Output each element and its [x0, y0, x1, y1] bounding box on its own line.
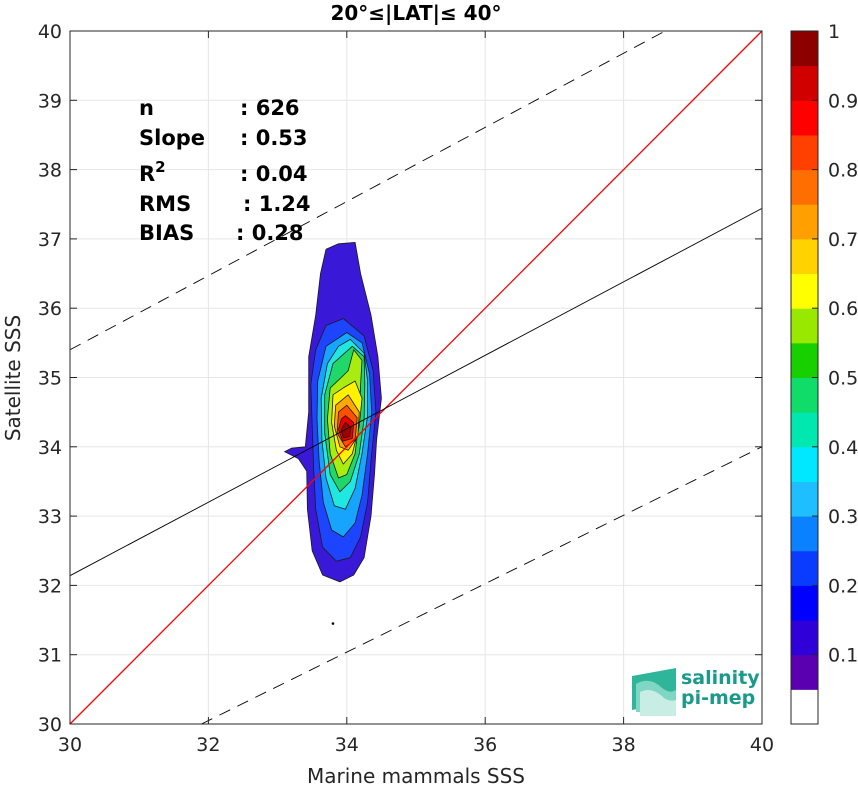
colorbar-tick-label: 0.3 — [828, 506, 858, 528]
x-axis-ticks: 30 32 34 36 38 40 — [58, 31, 774, 756]
y-tick-label: 39 — [38, 90, 62, 112]
y-tick-label: 30 — [38, 714, 62, 736]
density-contours — [284, 242, 382, 625]
colorbar-tick-label: 0.9 — [828, 90, 858, 112]
stat-value: : 0.28 — [236, 221, 304, 245]
stat-label: BIAS — [139, 221, 194, 245]
colorbar-tick-label: 0.1 — [828, 645, 858, 667]
x-axis-label: Marine mammals SSS — [307, 764, 525, 786]
identity-line — [69, 30, 763, 725]
colorbar-segment — [791, 308, 818, 344]
reference-lines — [69, 30, 763, 725]
colorbar-segment — [791, 481, 818, 517]
colorbar-segment — [791, 65, 818, 101]
logo-line1: salinity — [681, 667, 760, 689]
colorbar-segment — [791, 273, 818, 309]
y-tick-label: 38 — [38, 160, 62, 182]
y-axis-label: Satellite SSS — [1, 315, 25, 441]
y-axis-ticks: 30 31 32 33 34 35 36 37 38 39 40 — [38, 21, 762, 736]
stat-superscript: 2 — [155, 158, 165, 176]
colorbar-segment — [791, 516, 818, 552]
stat-label: Slope — [139, 126, 205, 150]
colorbar-tick-label: 0.8 — [828, 160, 858, 182]
colorbar-tick-label: 1 — [828, 21, 840, 43]
chart-title: 20°≤|LAT|≤ 40° — [330, 1, 501, 25]
colorbar-tick-label: 0.4 — [828, 437, 858, 459]
colorbar-segment — [791, 654, 818, 690]
x-tick-label: 40 — [750, 734, 774, 756]
upper-dashed-line — [69, 30, 666, 351]
y-tick-label: 31 — [38, 645, 62, 667]
colorbar-segment — [791, 585, 818, 621]
colorbar-segment — [791, 31, 818, 67]
colorbar-tick-label: 0.6 — [828, 298, 858, 320]
y-tick-label: 40 — [38, 21, 62, 43]
colorbar-segment — [791, 100, 818, 136]
colorbar-segment — [791, 169, 818, 205]
y-tick-label: 35 — [38, 368, 62, 390]
x-tick-label: 34 — [335, 734, 359, 756]
x-tick-label: 32 — [196, 734, 220, 756]
colorbar: 0.1 0.2 0.3 0.4 0.5 0.6 0.7 0.8 0.9 1 — [790, 21, 858, 725]
outlier-point — [331, 622, 335, 625]
x-tick-label: 30 — [58, 734, 82, 756]
colorbar-segment — [791, 620, 818, 656]
y-tick-label: 33 — [38, 506, 62, 528]
logo-line2: pi-mep — [681, 687, 755, 709]
colorbar-segment — [791, 377, 818, 413]
y-tick-label: 32 — [38, 575, 62, 597]
lower-dashed-line — [201, 446, 763, 725]
stat-value: : 626 — [240, 96, 300, 120]
stat-label: n — [139, 96, 154, 120]
logo-icon — [632, 668, 676, 716]
stat-value: : 0.04 — [240, 162, 308, 186]
y-tick-label: 36 — [38, 298, 62, 320]
x-tick-label: 38 — [612, 734, 636, 756]
colorbar-segment — [791, 412, 818, 448]
stat-value: : 1.24 — [243, 192, 311, 216]
colorbar-tick-label: 0.5 — [828, 368, 858, 390]
salinity-pi-mep-logo: salinity pi-mep — [632, 667, 760, 716]
grid — [69, 30, 763, 725]
colorbar-segment — [791, 204, 818, 240]
colorbar-segment — [791, 689, 818, 725]
y-tick-label: 37 — [38, 229, 62, 251]
colorbar-tick-label: 0.7 — [828, 229, 858, 251]
colorbar-tick-label: 0.2 — [828, 575, 858, 597]
y-tick-label: 34 — [38, 437, 62, 459]
x-tick-label: 36 — [473, 734, 497, 756]
colorbar-segment — [791, 342, 818, 378]
colorbar-segment — [791, 550, 818, 586]
stat-value: : 0.53 — [240, 126, 308, 150]
colorbar-segment — [791, 238, 818, 275]
stat-label: RMS — [139, 192, 191, 216]
plot-area: 30 32 34 36 38 40 30 31 32 33 34 35 36 37 38 39 40 — [38, 21, 774, 756]
regression-line — [69, 208, 763, 577]
colorbar-segment — [791, 134, 818, 171]
colorbar-segment — [791, 446, 818, 482]
